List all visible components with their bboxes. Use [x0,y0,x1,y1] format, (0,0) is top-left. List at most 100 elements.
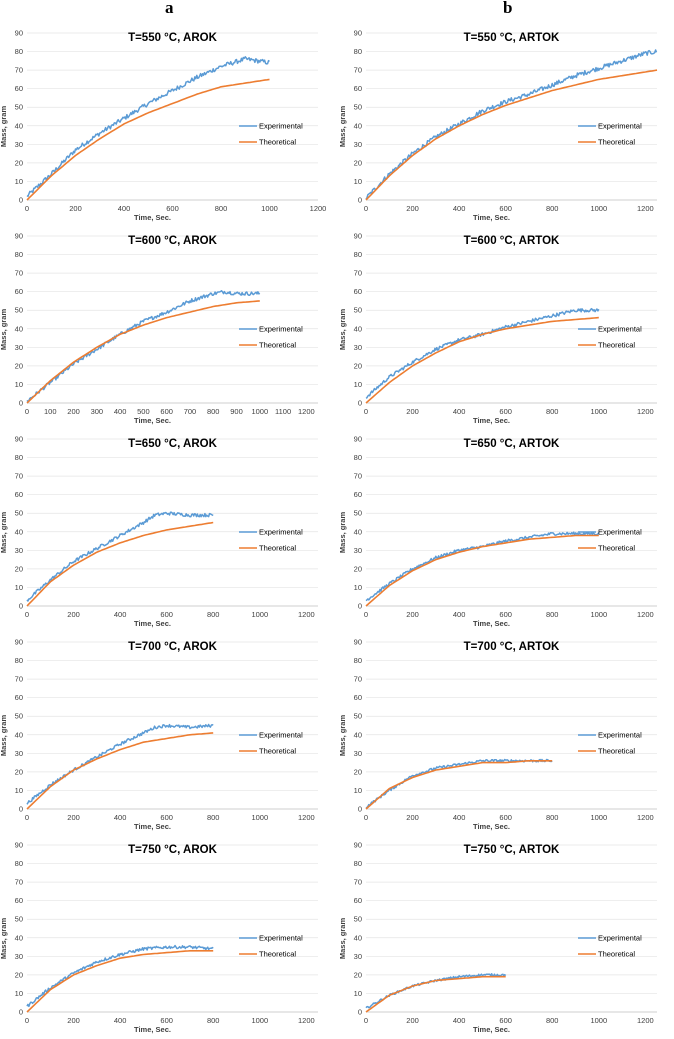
legend-label: Theoretical [598,950,635,959]
x-tick-label: 800 [546,407,559,416]
x-tick-label: 0 [25,407,29,416]
y-tick-label: 20 [15,158,23,167]
x-axis-label: Time, Sec. [134,822,171,831]
experimental-series-line [26,511,214,602]
theoretical-series-line [26,950,214,1013]
y-tick-label: 20 [354,564,362,573]
x-tick-label: 1200 [298,813,315,822]
x-tick-label: 200 [406,407,419,416]
legend-label: Theoretical [598,747,635,756]
legend-label: Experimental [598,528,642,537]
y-tick-label: 0 [19,1008,23,1017]
x-tick-label: 800 [207,407,220,416]
legend-label: Experimental [259,325,303,334]
y-tick-label: 20 [354,970,362,979]
x-tick-label: 0 [364,204,368,213]
experimental-series-line [365,307,600,399]
y-tick-label: 40 [354,527,362,536]
y-tick-label: 30 [354,952,362,961]
theoretical-series-line [26,78,270,201]
chart-panel-4: 0 10 20 30 40 50 60 70 80 90 0 200 400 600 800 1000 1200… [338,232,657,425]
y-tick-label: 20 [354,361,362,370]
y-tick-label: 80 [354,656,362,665]
y-axis-label: Mass, gram [338,106,347,148]
column-label-a: a [165,0,174,17]
y-tick-label: 50 [354,306,362,315]
y-tick-label: 40 [15,121,23,130]
x-tick-label: 0 [25,610,29,619]
legend-label: Theoretical [259,138,296,147]
y-tick-label: 90 [15,435,23,444]
x-tick-label: 1000 [590,407,607,416]
x-tick-label: 400 [114,1016,127,1025]
x-tick-label: 600 [166,204,179,213]
chart-panel-8: 0 10 20 30 40 50 60 70 80 90 0 200 400 600 800 1000 1200… [338,638,657,831]
x-axis-label: Time, Sec. [473,213,510,222]
x-tick-label: 200 [67,407,80,416]
y-tick-label: 0 [358,1008,362,1017]
y-tick-label: 10 [354,380,362,389]
y-tick-label: 0 [358,602,362,611]
y-tick-label: 30 [354,546,362,555]
chart-panel-1: 0 10 20 30 40 50 60 70 80 90 0 200 400 600 800 1000 1200… [0,29,326,223]
y-tick-label: 10 [354,177,362,186]
y-tick-label: 0 [358,399,362,408]
y-tick-label: 90 [354,232,362,241]
x-tick-label: 1000 [590,204,607,213]
y-axis-label: Mass, gram [0,512,8,554]
x-tick-label: 800 [207,610,220,619]
x-tick-label: 100 [44,407,57,416]
x-axis-label: Time, Sec. [473,822,510,831]
x-tick-label: 400 [114,407,127,416]
theoretical-series-line [365,975,506,1013]
y-tick-label: 90 [15,232,23,241]
x-tick-label: 400 [453,407,466,416]
experimental-series-line [26,56,270,198]
experimental-series-line [26,944,214,1008]
y-tick-label: 70 [15,269,23,278]
y-tick-label: 50 [354,915,362,924]
experimental-series-line [365,531,600,602]
x-tick-label: 400 [453,610,466,619]
legend-label: Experimental [598,731,642,740]
legend-label: Theoretical [259,544,296,553]
y-tick-label: 30 [15,749,23,758]
x-tick-label: 400 [453,813,466,822]
x-tick-label: 1200 [637,407,654,416]
x-tick-label: 600 [499,1016,512,1025]
y-axis-label: Mass, gram [0,309,8,351]
theoretical-series-line [365,316,599,404]
x-axis-label: Time, Sec. [473,416,510,425]
x-tick-label: 1000 [261,204,278,213]
chart-title: T=700 °C, AROK [128,641,218,653]
x-tick-label: 400 [114,813,127,822]
x-tick-label: 600 [499,407,512,416]
y-tick-label: 80 [15,250,23,259]
y-tick-label: 50 [15,915,23,924]
x-tick-label: 400 [453,1016,466,1025]
x-tick-label: 600 [160,407,173,416]
x-tick-label: 800 [207,1016,220,1025]
x-tick-label: 200 [406,813,419,822]
x-tick-label: 0 [364,1016,368,1025]
y-tick-label: 20 [354,158,362,167]
x-axis-label: Time, Sec. [134,1025,171,1034]
x-tick-label: 200 [67,813,80,822]
x-tick-label: 1000 [251,407,268,416]
y-tick-label: 60 [354,693,362,702]
y-tick-label: 60 [354,896,362,905]
y-tick-label: 90 [15,841,23,850]
y-tick-label: 30 [15,343,23,352]
y-tick-label: 60 [354,490,362,499]
theoretical-series-line [26,300,260,404]
y-tick-label: 70 [354,878,362,887]
y-tick-label: 10 [354,583,362,592]
x-tick-label: 1000 [590,1016,607,1025]
y-tick-label: 80 [15,47,23,56]
y-tick-label: 90 [354,638,362,647]
x-tick-label: 200 [406,610,419,619]
theoretical-series-line [365,760,553,810]
x-tick-label: 700 [184,407,197,416]
x-tick-label: 0 [25,204,29,213]
y-tick-label: 70 [15,472,23,481]
